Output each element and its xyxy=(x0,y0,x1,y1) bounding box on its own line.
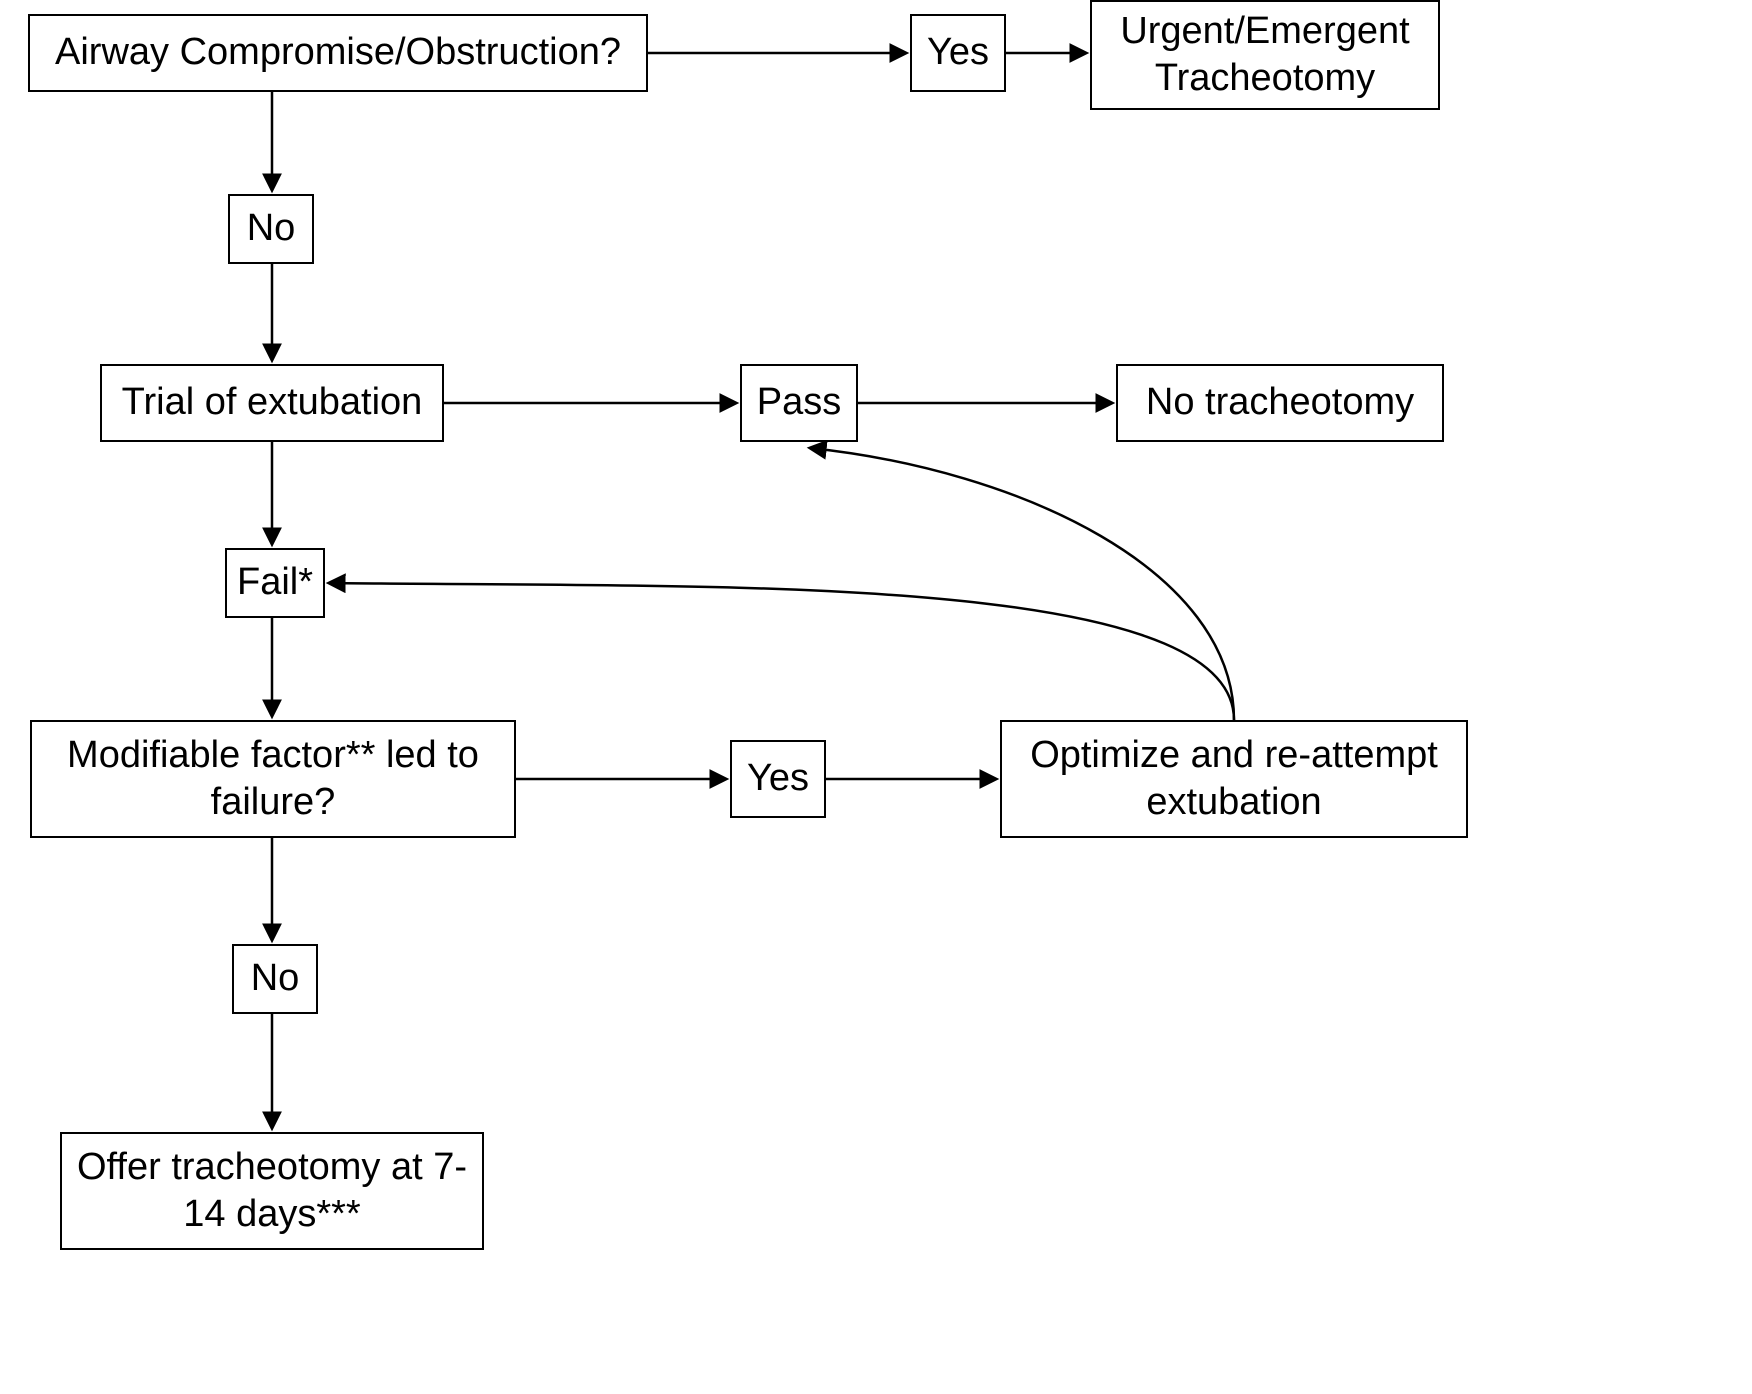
node-no-tracheotomy: No tracheotomy xyxy=(1116,364,1444,442)
node-no-1: No xyxy=(228,194,314,264)
node-fail: Fail* xyxy=(225,548,325,618)
node-yes-2: Yes xyxy=(730,740,826,818)
edge-optimize-to-pass xyxy=(810,448,1234,720)
node-optimize-reattempt: Optimize and re-attempt extubation xyxy=(1000,720,1468,838)
edge-optimize-to-fail xyxy=(329,583,1234,720)
node-no-2: No xyxy=(232,944,318,1014)
flowchart-canvas: Airway Compromise/Obstruction? Yes Urgen… xyxy=(0,0,1752,1394)
node-airway: Airway Compromise/Obstruction? xyxy=(28,14,648,92)
node-urgent-tracheotomy: Urgent/Emergent Tracheotomy xyxy=(1090,0,1440,110)
node-modifiable-factor: Modifiable factor** led to failure? xyxy=(30,720,516,838)
node-offer-tracheotomy: Offer tracheotomy at 7-14 days*** xyxy=(60,1132,484,1250)
node-pass: Pass xyxy=(740,364,858,442)
node-trial-extubation: Trial of extubation xyxy=(100,364,444,442)
node-yes-1: Yes xyxy=(910,14,1006,92)
